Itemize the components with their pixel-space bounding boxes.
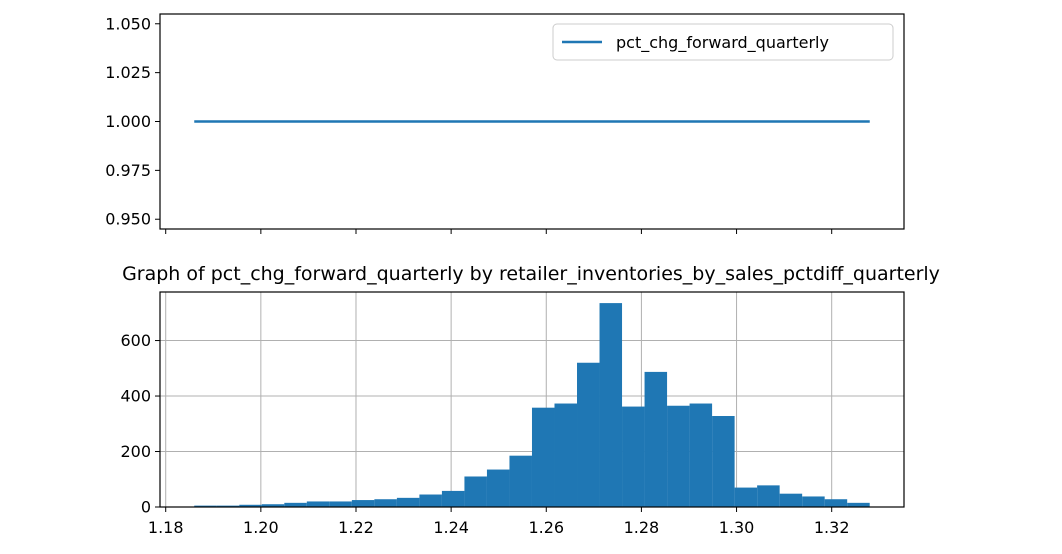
y-tick-label: 400 <box>120 387 151 406</box>
y-tick-label: 600 <box>120 331 151 350</box>
histogram-bar <box>734 487 758 507</box>
histogram-bars <box>194 303 870 507</box>
histogram-bar <box>441 490 465 507</box>
top-x-axis <box>165 229 833 234</box>
legend: pct_chg_forward_quarterly <box>552 23 894 61</box>
x-tick-label: 1.26 <box>528 518 564 537</box>
histogram-bar <box>306 501 330 507</box>
x-tick-label: 1.18 <box>148 518 184 537</box>
histogram-bar <box>847 502 870 507</box>
y-tick-label: 0.950 <box>105 210 151 229</box>
histogram-bar <box>239 504 262 507</box>
y-tick-label: 0 <box>141 498 151 517</box>
y-tick-label: 1.050 <box>105 14 151 33</box>
top-y-axis: 0.950 0.975 1.000 1.025 1.050 <box>105 14 160 229</box>
y-tick-label: 200 <box>120 442 151 461</box>
x-tick-label: 1.28 <box>624 518 660 537</box>
y-tick-label: 1.000 <box>105 112 151 131</box>
histogram-bar <box>261 504 285 507</box>
bottom-y-axis: 0 200 400 600 <box>120 331 160 517</box>
histogram-bar <box>351 500 375 507</box>
histogram-bar <box>802 496 825 507</box>
histogram-bar <box>689 403 713 507</box>
x-tick-label: 1.20 <box>243 518 279 537</box>
top-subplot: 0.950 0.975 1.000 1.025 1.050 pct_chg_forwar… <box>105 13 905 234</box>
legend-box <box>552 23 894 61</box>
histogram-bar <box>396 497 420 507</box>
histogram-bar <box>531 407 555 507</box>
histogram-bar <box>329 501 352 507</box>
legend-entry-label: pct_chg_forward_quarterly <box>616 33 829 53</box>
histogram-bar <box>712 416 735 507</box>
histogram-bar <box>644 371 668 507</box>
y-tick-label: 0.975 <box>105 161 151 180</box>
histogram-bar <box>419 494 442 507</box>
x-tick-label: 1.32 <box>814 518 850 537</box>
histogram-bar <box>554 403 578 507</box>
x-tick-label: 1.24 <box>433 518 469 537</box>
histogram-bar <box>509 455 532 507</box>
histogram-bar <box>622 406 645 507</box>
histogram-bar <box>464 476 487 507</box>
histogram-bar <box>284 502 307 507</box>
histogram-bar <box>779 493 803 507</box>
y-tick-label: 1.025 <box>105 63 151 82</box>
x-tick-label: 1.22 <box>338 518 374 537</box>
histogram-bar <box>824 499 848 507</box>
histogram-bar <box>577 362 600 507</box>
bottom-x-axis: 1.18 1.20 1.22 1.24 1.26 1.28 1.30 1.32 <box>148 507 850 537</box>
histogram-bar <box>216 505 240 507</box>
x-tick-label: 1.30 <box>719 518 755 537</box>
histogram-bar <box>757 485 780 507</box>
bottom-axes-frame <box>159 291 905 508</box>
histogram-bar <box>374 499 397 507</box>
histogram-bar <box>194 505 217 507</box>
histogram-bar <box>667 405 690 507</box>
histogram-title: Graph of pct_chg_forward_quarterly by re… <box>122 263 940 285</box>
histogram-bar <box>599 303 623 507</box>
histogram-bar <box>486 469 510 507</box>
